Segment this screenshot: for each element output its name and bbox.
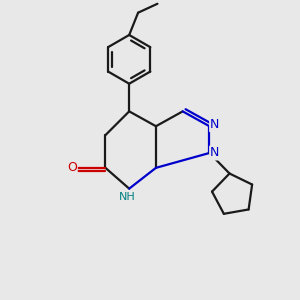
Text: NH: NH: [119, 192, 136, 202]
Text: N: N: [210, 146, 220, 160]
Text: N: N: [210, 118, 220, 131]
Text: O: O: [67, 161, 77, 174]
